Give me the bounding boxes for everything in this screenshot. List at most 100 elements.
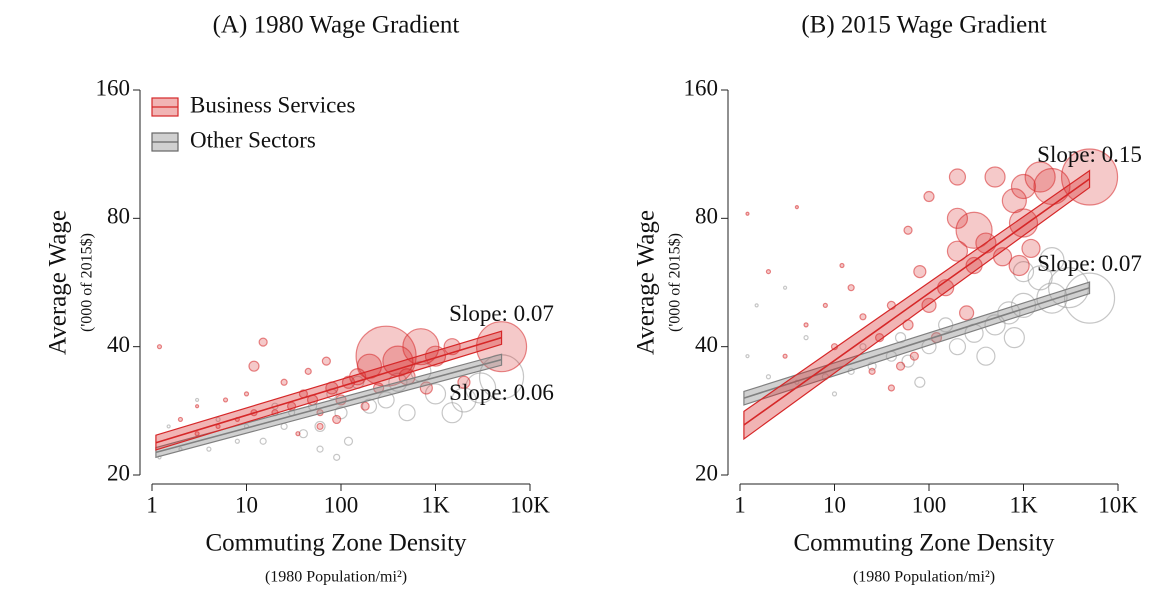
bubble [316, 445, 324, 453]
x-axis-label: Commuting Zone Density [793, 530, 1055, 557]
bubble [822, 302, 828, 308]
x-tick-label: 1K [421, 492, 450, 517]
bubble [901, 354, 915, 368]
panel: (A) 1980 Wage Gradient 20 40 80 160 1 10 100 1K 1… [45, 12, 554, 586]
panel: (B) 2015 Wage Gradient 20 40 80 160 1 10 100 1K 1… [633, 12, 1142, 586]
bubble [304, 367, 312, 375]
bubble [1039, 247, 1065, 273]
x-tick-label: 100 [912, 492, 947, 517]
y-tick-label: 40 [107, 332, 130, 357]
bubble [923, 190, 935, 203]
bubble [754, 303, 759, 308]
bubble [222, 397, 229, 403]
x-tick-label: 1 [146, 492, 158, 517]
bubble [976, 346, 996, 366]
slope-annotation: Slope: 0.15 [1037, 142, 1142, 167]
bubble [868, 367, 876, 375]
slope-annotation: Slope: 0.07 [1037, 251, 1142, 276]
bubble [194, 404, 200, 409]
bubble [206, 446, 212, 452]
x-axis-note: (1980 Population/mi²) [853, 569, 995, 586]
bubble [377, 391, 395, 409]
y-axis-note: ('000 of 2015$) [667, 233, 684, 332]
bubble [280, 378, 288, 386]
y-tick-label: 160 [684, 75, 719, 100]
bubble [361, 398, 378, 414]
bubble [946, 240, 969, 262]
bubble [1008, 254, 1030, 277]
confidence-band [743, 169, 1091, 441]
bubble [321, 356, 331, 366]
bubble [1036, 282, 1068, 314]
y-axis-label: Average Wage [45, 210, 72, 355]
bubble [1021, 238, 1041, 259]
bubble [955, 211, 993, 249]
bubble [1024, 161, 1056, 193]
bubble [1012, 260, 1035, 283]
bubble [156, 344, 163, 350]
x-tick-label: 10 [823, 492, 846, 517]
bubble [215, 416, 221, 423]
bubble [847, 284, 855, 292]
bubble [948, 338, 967, 356]
x-axis-note: (1980 Population/mi²) [265, 569, 407, 586]
bubble [234, 438, 240, 444]
bubble [177, 416, 184, 423]
y-axis-label: Average Wage [633, 210, 660, 355]
bubble [895, 361, 906, 371]
bubble [332, 414, 342, 425]
bubble [343, 436, 354, 446]
bubble [194, 397, 200, 403]
bubble [765, 268, 772, 275]
bubble [388, 372, 408, 392]
panel-title: (A) 1980 Wage Gradient [213, 12, 460, 39]
x-tick-label: 10K [510, 492, 550, 517]
bubble [997, 301, 1021, 325]
bubble [194, 431, 200, 437]
bubble [948, 168, 967, 186]
bubble [333, 453, 341, 461]
bubble [398, 404, 416, 422]
bubble [859, 313, 867, 321]
bubble [441, 402, 463, 424]
bubble [314, 420, 326, 433]
bubble [984, 314, 1006, 336]
bubble [782, 353, 788, 359]
x-axis-label: Commuting Zone Density [205, 530, 467, 557]
bubble [166, 424, 171, 429]
fit-line [743, 178, 1091, 426]
bubble [859, 343, 867, 351]
y-tick-label: 80 [107, 204, 130, 229]
bubble [839, 262, 845, 269]
bubble [745, 354, 750, 359]
y-tick-label: 160 [96, 75, 131, 100]
bubble [295, 431, 301, 437]
x-tick-label: 10 [235, 492, 258, 517]
legend-label: Business Services [190, 92, 356, 117]
bubble [1063, 272, 1116, 324]
y-axis-note: ('000 of 2015$) [79, 233, 96, 332]
bubble [803, 322, 809, 328]
bubble [887, 384, 895, 392]
y-tick-label: 20 [695, 460, 718, 485]
bubble [959, 305, 975, 321]
bubble [745, 211, 750, 216]
panel-title: (B) 2015 Wage Gradient [801, 12, 1046, 39]
x-tick-label: 100 [324, 492, 359, 517]
bubble [1027, 265, 1053, 291]
bubble [946, 207, 969, 229]
bubble [475, 321, 528, 373]
bubble [903, 225, 913, 235]
bubble [1003, 327, 1025, 349]
bubble [258, 337, 268, 347]
slope-annotation: Slope: 0.07 [449, 301, 554, 326]
bubble [298, 429, 308, 439]
bubble [248, 360, 260, 372]
bubble [1001, 188, 1027, 214]
bubble [803, 335, 809, 341]
x-tick-label: 1K [1009, 492, 1038, 517]
fit-line [743, 286, 1090, 399]
bubble [457, 375, 471, 389]
bubble [831, 391, 838, 397]
